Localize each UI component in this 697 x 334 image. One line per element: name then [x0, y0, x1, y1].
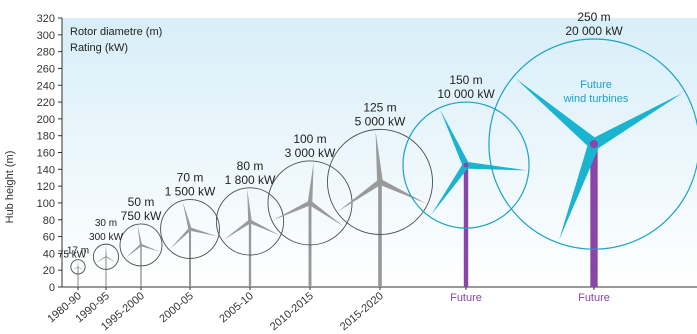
- rating-label: 10 000 kW: [437, 87, 495, 101]
- turbine-blade: [182, 201, 192, 230]
- y-tick-label: 20: [43, 265, 55, 277]
- turbine-blade: [169, 227, 192, 250]
- rotor-diameter-circle: [327, 128, 433, 235]
- y-tick-label: 160: [37, 148, 55, 160]
- rotor-diameter-circle: [267, 160, 353, 246]
- y-tick-label: 200: [37, 114, 55, 126]
- y-axis-label: Hub height (m): [4, 151, 16, 224]
- turbine-blade: [559, 142, 600, 240]
- turbine-blade: [273, 200, 311, 221]
- turbine-blade: [375, 131, 383, 183]
- rotor-diameter-circle: [160, 199, 220, 259]
- turbine-blade: [465, 161, 527, 171]
- future-annotation-line2: wind turbines: [563, 93, 629, 105]
- turbine-blade: [72, 266, 79, 271]
- turbine-blade: [249, 219, 280, 236]
- rotor-diameter-label: 125 m: [363, 100, 396, 114]
- legend-rotor-diameter: Rotor diametre (m): [70, 26, 162, 38]
- x-category-label: 2015-2020: [338, 290, 386, 333]
- y-tick-label: 260: [37, 63, 55, 75]
- rating-label: 5 000 kW: [355, 114, 406, 128]
- y-tick-label: 80: [43, 215, 55, 227]
- x-category-label: 2000-05: [157, 290, 196, 325]
- rotor-diameter-label: 30 m: [95, 218, 117, 229]
- rating-label: 300 kW: [89, 232, 123, 243]
- y-tick-label: 100: [37, 198, 55, 210]
- rotor-diameter-label: 80 m: [237, 159, 264, 173]
- rotor-diameter-circle: [215, 187, 285, 256]
- turbine-blade: [338, 179, 382, 212]
- rating-label: 3 000 kW: [285, 146, 336, 160]
- turbine-blade: [223, 219, 252, 241]
- x-category-label: 2010-2015: [268, 290, 316, 333]
- y-tick-label: 140: [37, 164, 55, 176]
- turbine-hub: [463, 162, 469, 168]
- turbine-blade: [105, 256, 117, 263]
- rating-label: 750 kW: [121, 209, 162, 223]
- y-tick-label: 300: [37, 30, 55, 42]
- x-category-label: 2005-10: [217, 290, 256, 325]
- turbine-blade: [105, 244, 107, 257]
- turbine-blade: [430, 163, 469, 216]
- x-category-label: Future: [578, 292, 610, 304]
- rotor-diameter-circle: [119, 223, 163, 267]
- y-tick-label: 280: [37, 47, 55, 59]
- y-tick-label: 180: [37, 131, 55, 143]
- turbine-blade: [77, 259, 79, 267]
- rotor-diameter-label: 70 m: [177, 171, 204, 185]
- rating-label: 75 kW: [58, 249, 87, 260]
- rotor-diameter-label: 50 m: [128, 195, 155, 209]
- rating-label: 1 800 kW: [225, 173, 276, 187]
- turbine-blade: [378, 179, 427, 204]
- turbine-blade: [140, 243, 161, 252]
- rotor-diameter-label: 250 m: [577, 10, 610, 24]
- turbine-blade: [307, 162, 314, 204]
- turbine-blade: [591, 93, 683, 150]
- y-tick-label: 0: [49, 282, 55, 294]
- turbine-blade: [308, 201, 344, 227]
- rating-label: 20 000 kW: [565, 24, 623, 38]
- rotor-diameter-circle: [402, 101, 530, 229]
- y-tick-label: 320: [37, 13, 55, 25]
- turbine-hub: [589, 140, 599, 149]
- turbine-blade: [247, 188, 252, 222]
- future-annotation-line1: Future: [580, 79, 612, 91]
- rotor-diameter-circle: [70, 259, 86, 275]
- rotor-diameter-label: 100 m: [293, 132, 326, 146]
- turbine-blade: [137, 224, 143, 246]
- turbine-blade: [189, 227, 218, 237]
- y-tick-label: 220: [37, 97, 55, 109]
- turbine-blade: [77, 266, 84, 271]
- y-tick-label: 240: [37, 80, 55, 92]
- turbine-blade: [125, 244, 142, 259]
- y-tick-label: 60: [43, 232, 55, 244]
- y-tick-label: 120: [37, 181, 55, 193]
- rotor-diameter-circle: [92, 243, 120, 270]
- rotor-diameter-label: 17 m: [67, 246, 89, 257]
- legend-rating: Rating (kW): [70, 42, 128, 54]
- turbine-blade: [440, 109, 470, 167]
- rating-label: 1 500 kW: [165, 185, 216, 199]
- turbine-layer: [70, 38, 697, 287]
- x-category-label: Future: [450, 292, 482, 304]
- turbine-blade: [95, 256, 107, 263]
- y-tick-label: 40: [43, 248, 55, 260]
- turbine-blade: [515, 78, 598, 149]
- rotor-diameter-circle: [488, 38, 697, 250]
- rotor-diameter-label: 150 m: [449, 73, 482, 87]
